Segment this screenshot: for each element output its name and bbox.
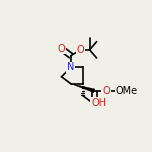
Text: O: O — [102, 86, 110, 96]
Text: O: O — [90, 98, 98, 107]
Text: N: N — [67, 62, 75, 72]
Text: OMe: OMe — [115, 86, 137, 96]
Polygon shape — [71, 84, 95, 93]
Text: O: O — [76, 45, 84, 55]
Text: O: O — [58, 44, 65, 54]
Text: OH: OH — [92, 98, 107, 107]
